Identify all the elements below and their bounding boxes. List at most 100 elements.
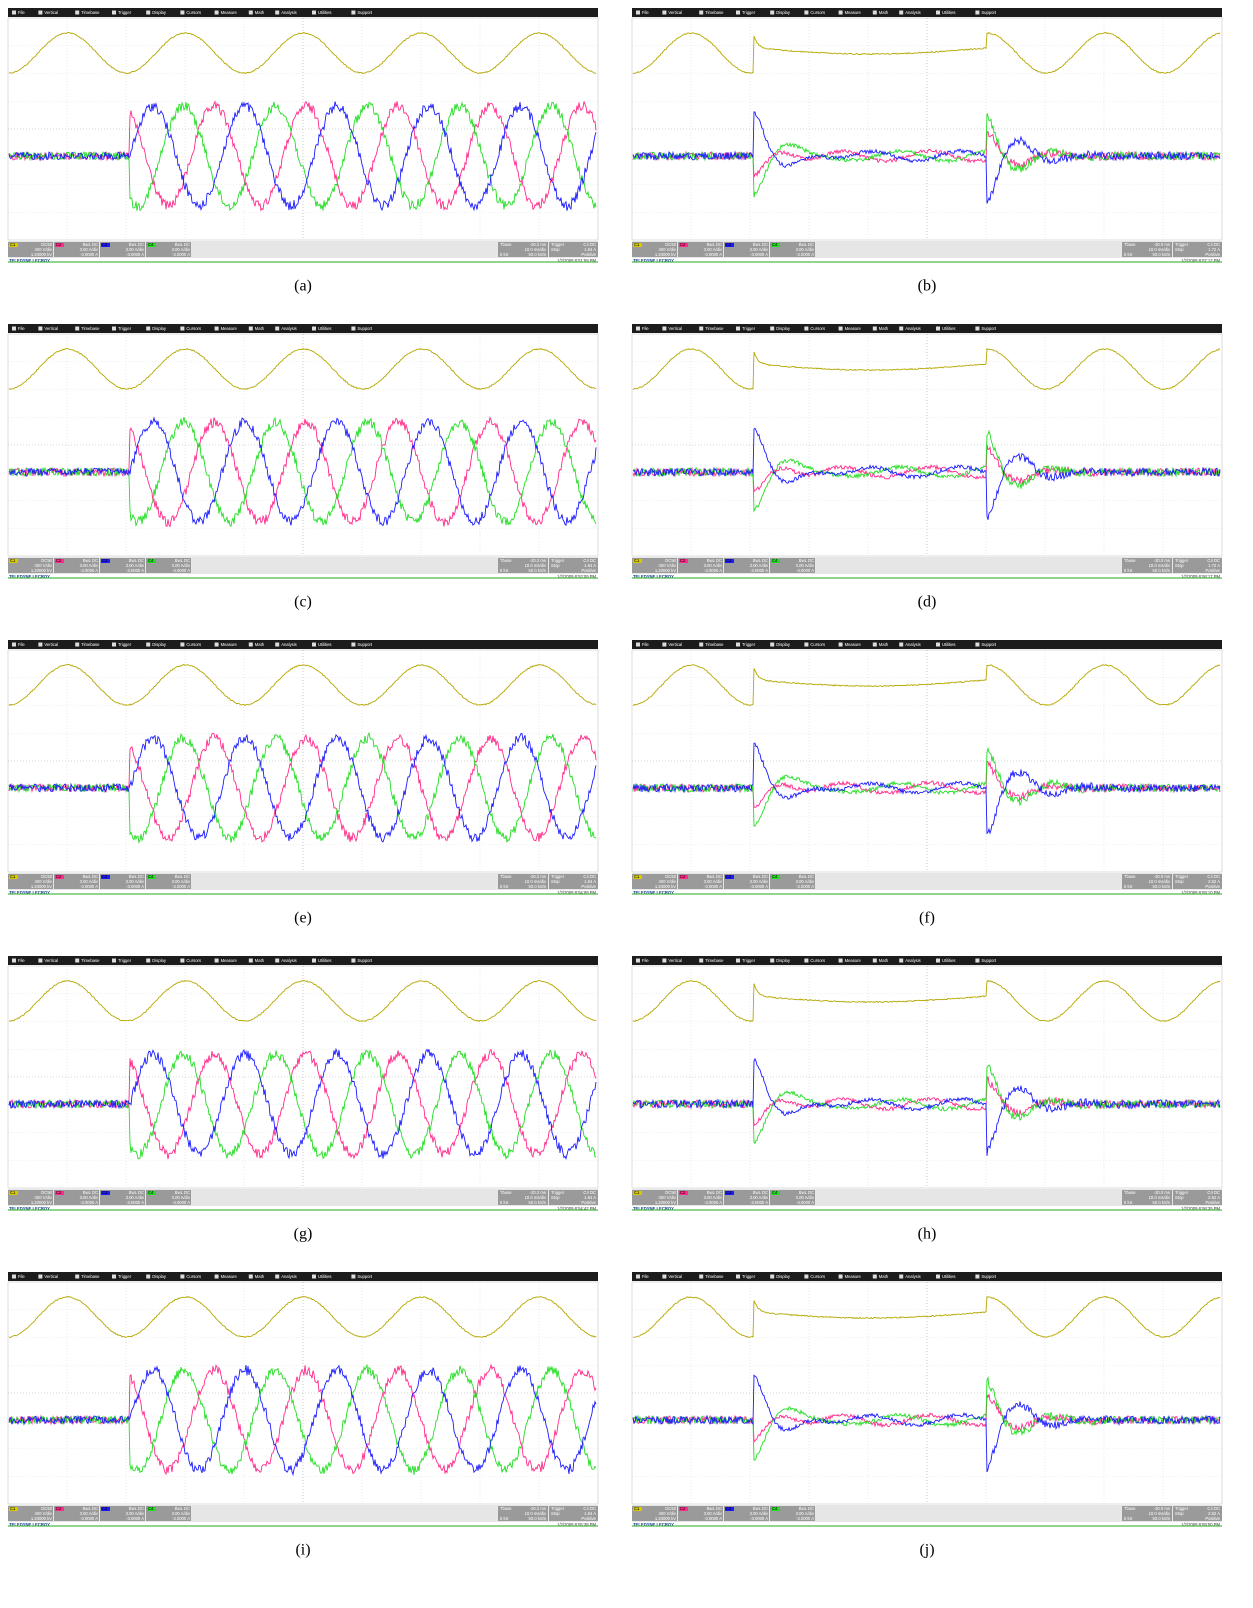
menu-icon <box>146 327 150 331</box>
menu-icon <box>75 327 79 331</box>
channel-id: C4 <box>148 1506 154 1511</box>
menu-item: Measure <box>221 642 238 647</box>
channel-offset: -3.0000 A <box>80 1516 98 1521</box>
channel-offset: 1.20000 kV <box>31 884 52 889</box>
timebase-label: Tbase <box>500 874 512 879</box>
menu-icon <box>249 643 253 647</box>
menu-item: Cursors <box>810 958 825 963</box>
channel-id: C2 <box>680 874 686 879</box>
channel-offset: -3.0000 A <box>704 252 722 257</box>
menu-item: Vertical <box>668 958 682 963</box>
trigger-mode: Stop <box>1175 563 1184 568</box>
menu-item: Cursors <box>186 10 201 15</box>
trigger-mode: Stop <box>1175 247 1184 252</box>
menu-icon <box>112 959 116 963</box>
channel-id: C3 <box>726 558 732 563</box>
menu-item: Display <box>776 1274 791 1279</box>
channel-offset: 1.20000 kV <box>655 1200 676 1205</box>
channel-id: C2 <box>56 242 62 247</box>
channel-offset: -3.0000 A <box>126 1516 144 1521</box>
menu-icon <box>38 1275 42 1279</box>
menu-item: Support <box>357 958 373 963</box>
channel-offset: -3.0000 A <box>172 1516 190 1521</box>
trigger-slope: Positive <box>581 1516 596 1521</box>
channel-id: C1 <box>10 1506 16 1511</box>
menu-icon <box>180 1275 184 1279</box>
menu-icon <box>38 11 42 15</box>
menu-item: Support <box>981 1274 997 1279</box>
menu-item: Support <box>981 10 997 15</box>
menu-icon <box>736 11 740 15</box>
scope-screenshot: FileVerticalTimebaseTriggerDisplayCursor… <box>632 8 1222 295</box>
menu-icon <box>736 959 740 963</box>
channel-id: C1 <box>10 242 16 247</box>
menu-icon <box>215 959 219 963</box>
menu-item: Display <box>152 958 167 963</box>
timebase-samples: 5 kS <box>500 1200 509 1205</box>
timebase-samples: 5 kS <box>1124 252 1133 257</box>
timebase-rate: 50.0 kS/s <box>1153 568 1170 573</box>
caption: (e) <box>294 910 312 927</box>
menu-item: Measure <box>221 326 238 331</box>
channel-offset: -3.0000 A <box>704 568 722 573</box>
trigger-mode: Stop <box>1175 1511 1184 1516</box>
menu-icon <box>699 959 703 963</box>
channel-id: C4 <box>772 558 778 563</box>
timebase-rate: 50.0 kS/s <box>529 568 546 573</box>
channel-id: C2 <box>680 1190 686 1195</box>
menu-icon <box>804 11 808 15</box>
menu-item: Vertical <box>668 642 682 647</box>
menu-icon <box>873 643 877 647</box>
menu-icon <box>636 959 640 963</box>
menu-item: Analysis <box>281 642 297 647</box>
channel-offset: -3.0000 A <box>80 568 98 573</box>
channel-id: C1 <box>634 558 640 563</box>
channel-offset: -3.0000 A <box>172 884 190 889</box>
menu-item: Analysis <box>281 326 297 331</box>
menu-item: Timebase <box>81 1274 100 1279</box>
menu-icon <box>662 11 666 15</box>
channel-offset: -3.0000 A <box>750 884 768 889</box>
scope-screenshot: FileVerticalTimebaseTriggerDisplayCursor… <box>8 324 598 611</box>
menu-icon <box>112 643 116 647</box>
menu-item: Cursors <box>186 642 201 647</box>
channel-offset: -3.0000 A <box>796 568 814 573</box>
channel-id: C3 <box>726 874 732 879</box>
menu-item: Timebase <box>705 958 724 963</box>
timebase-rate: 50.0 kS/s <box>529 884 546 889</box>
menu-item: Analysis <box>905 958 921 963</box>
menu-icon <box>180 959 184 963</box>
menu-icon <box>180 11 184 15</box>
menu-item: Timebase <box>81 10 100 15</box>
timebase-rate: 50.0 kS/s <box>1153 1200 1170 1205</box>
timebase-samples: 5 kS <box>500 568 509 573</box>
menu-item: Math <box>879 326 889 331</box>
timebase-samples: 5 kS <box>1124 884 1133 889</box>
menu-item: File <box>642 642 649 647</box>
scope-screenshot: FileVerticalTimebaseTriggerDisplayCursor… <box>8 640 598 927</box>
menu-icon <box>351 959 355 963</box>
trigger-slope: Positive <box>581 1200 596 1205</box>
trigger-slope: Positive <box>1205 884 1220 889</box>
menu-icon <box>275 643 279 647</box>
timebase-samples: 5 kS <box>500 884 509 889</box>
menu-icon <box>873 11 877 15</box>
caption: (j) <box>919 1542 934 1559</box>
menu-icon <box>804 643 808 647</box>
channel-id: C3 <box>102 558 108 563</box>
menu-item: File <box>642 10 649 15</box>
channel-id: C1 <box>634 242 640 247</box>
menu-icon <box>12 1275 16 1279</box>
menu-icon <box>699 11 703 15</box>
channel-offset: -3.0000 A <box>704 1516 722 1521</box>
caption: (c) <box>294 594 312 611</box>
menu-icon <box>351 11 355 15</box>
menu-item: Analysis <box>281 10 297 15</box>
menu-item: Timebase <box>705 1274 724 1279</box>
menu-item: Cursors <box>810 1274 825 1279</box>
menu-item: Support <box>981 642 997 647</box>
scope-screenshot: FileVerticalTimebaseTriggerDisplayCursor… <box>8 956 598 1243</box>
channel-offset: 1.20000 kV <box>655 884 676 889</box>
trigger-mode: Stop <box>551 563 560 568</box>
